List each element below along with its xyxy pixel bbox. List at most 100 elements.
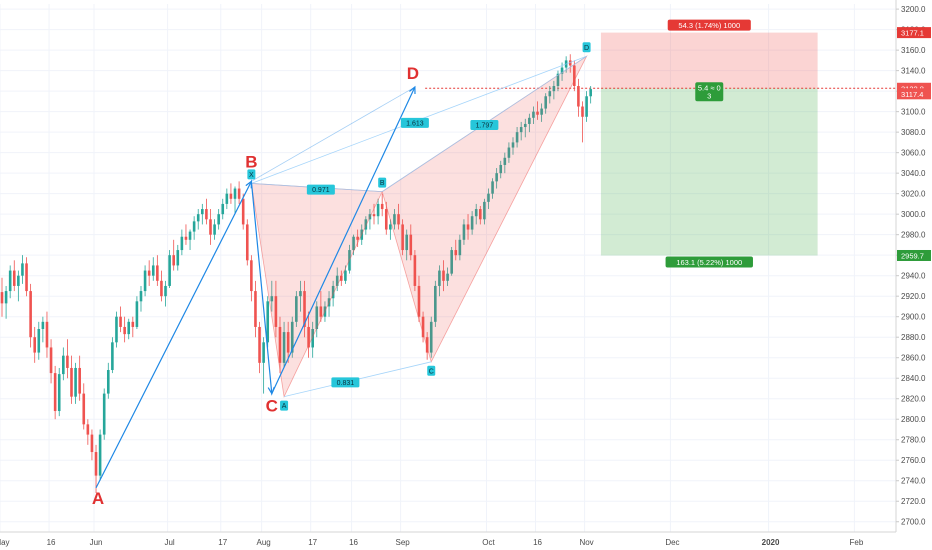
candle bbox=[172, 239, 175, 271]
candle-body bbox=[282, 332, 286, 363]
harmonic-pattern[interactable]: 0.971 0.831 1.797 X A B C D bbox=[247, 42, 591, 411]
candle bbox=[299, 280, 302, 312]
candle bbox=[556, 70, 560, 92]
candle-body bbox=[286, 332, 290, 353]
price-tick-label: 3140.0 bbox=[901, 67, 926, 76]
candle-body bbox=[4, 291, 8, 304]
candle-body bbox=[258, 326, 261, 363]
candle bbox=[123, 316, 126, 343]
price-tick-label: 3060.0 bbox=[901, 149, 926, 158]
candle bbox=[491, 178, 494, 199]
candle bbox=[376, 198, 380, 225]
candle-body bbox=[421, 316, 425, 338]
candle bbox=[160, 270, 163, 302]
risk-label-bg bbox=[667, 19, 751, 31]
candle bbox=[21, 255, 24, 284]
candle-body bbox=[254, 291, 257, 327]
candle-body bbox=[446, 273, 449, 281]
candle bbox=[262, 337, 265, 394]
candle-body bbox=[352, 236, 355, 251]
candle bbox=[462, 219, 466, 245]
candle bbox=[205, 198, 208, 225]
candle bbox=[274, 280, 278, 338]
time-label-jun: Jun bbox=[90, 538, 103, 547]
candle-body bbox=[184, 236, 188, 240]
point-badge-b: B bbox=[380, 180, 385, 187]
candle bbox=[139, 285, 143, 312]
point-badge-bg bbox=[280, 400, 289, 411]
candle-body bbox=[82, 393, 86, 425]
candle-body bbox=[532, 111, 535, 118]
position-reward-zone[interactable] bbox=[600, 88, 818, 256]
price-tag-bg bbox=[897, 82, 931, 94]
candle bbox=[585, 91, 588, 122]
candle bbox=[225, 188, 229, 210]
candle bbox=[536, 101, 539, 120]
candle-body bbox=[188, 231, 192, 240]
candle-body bbox=[487, 193, 490, 202]
candle bbox=[156, 255, 159, 286]
risk-label: 54.3 (1.74%) 1000 bbox=[678, 21, 740, 30]
price-tick-label: 2860.0 bbox=[901, 354, 926, 363]
reward-label: 163.1 (5.22%) 1000 bbox=[676, 258, 742, 267]
candle-body bbox=[0, 292, 4, 304]
candle-body bbox=[393, 214, 396, 225]
price-tag-bg bbox=[897, 27, 931, 39]
candle-body bbox=[106, 370, 110, 394]
abcd-letter-d: D bbox=[407, 64, 419, 83]
candle-body bbox=[511, 142, 515, 148]
time-label-dec: Dec bbox=[665, 538, 679, 547]
price-tick-label: 3040.0 bbox=[901, 169, 926, 178]
candle-body bbox=[172, 255, 175, 266]
candle bbox=[552, 80, 556, 100]
abcd-line[interactable] bbox=[95, 86, 416, 489]
position-tool[interactable]: 54.3 (1.74%) 1000 163.1 (5.22%) 1000 5.4 ≈… bbox=[425, 19, 896, 268]
candle-body bbox=[213, 224, 216, 235]
price-tick-label: 2720.0 bbox=[901, 497, 926, 506]
candle bbox=[78, 355, 81, 401]
candle-body bbox=[168, 255, 171, 286]
candle bbox=[478, 205, 482, 225]
candle bbox=[446, 267, 449, 286]
candles-layer bbox=[0, 54, 592, 494]
candle bbox=[62, 347, 65, 381]
candle bbox=[213, 219, 216, 240]
candle-body bbox=[462, 224, 466, 240]
candle-body bbox=[299, 291, 302, 297]
candle-body bbox=[573, 65, 576, 87]
abcd-bd-line bbox=[251, 86, 416, 182]
position-risk-zone[interactable] bbox=[600, 32, 818, 89]
candle-body bbox=[384, 209, 388, 230]
abcd-pattern[interactable]: A B C D 1.613 bbox=[92, 64, 429, 508]
time-label-jul: Jul bbox=[164, 538, 174, 547]
point-badge-c: C bbox=[429, 368, 434, 375]
candle-body bbox=[205, 209, 208, 220]
candle bbox=[94, 444, 98, 494]
candle-body bbox=[568, 60, 572, 66]
candle-body bbox=[151, 265, 155, 276]
candle-body bbox=[86, 424, 90, 435]
candle-body bbox=[356, 236, 359, 240]
candle bbox=[340, 270, 343, 286]
candle-body bbox=[41, 321, 45, 330]
candle-body bbox=[12, 270, 16, 286]
price-tick-label: 2880.0 bbox=[901, 333, 926, 342]
abcd-ratio-bg bbox=[400, 117, 429, 128]
candle bbox=[421, 311, 425, 343]
candle bbox=[495, 168, 498, 189]
time-axis[interactable]: May 16 Jun 17 Jul 17 Aug 16 Sep Oct 16 Nov Dec 2020 Fe… bbox=[0, 531, 932, 550]
candle bbox=[577, 78, 580, 117]
time-label-sep: Sep bbox=[396, 538, 411, 547]
price-tag-bg bbox=[897, 249, 931, 261]
price-axis[interactable]: 2700.0 2720.0 2740.0 2760.0 2780.0 2800.0 2820… bbox=[895, 0, 932, 550]
candle-body bbox=[53, 373, 57, 412]
price-tick-label: 2920.0 bbox=[901, 292, 926, 301]
candle bbox=[151, 257, 155, 281]
candle bbox=[74, 362, 77, 404]
candle bbox=[17, 270, 20, 302]
candle-body bbox=[315, 306, 319, 330]
ratio-badge-bg bbox=[470, 119, 499, 130]
candle bbox=[82, 383, 86, 430]
